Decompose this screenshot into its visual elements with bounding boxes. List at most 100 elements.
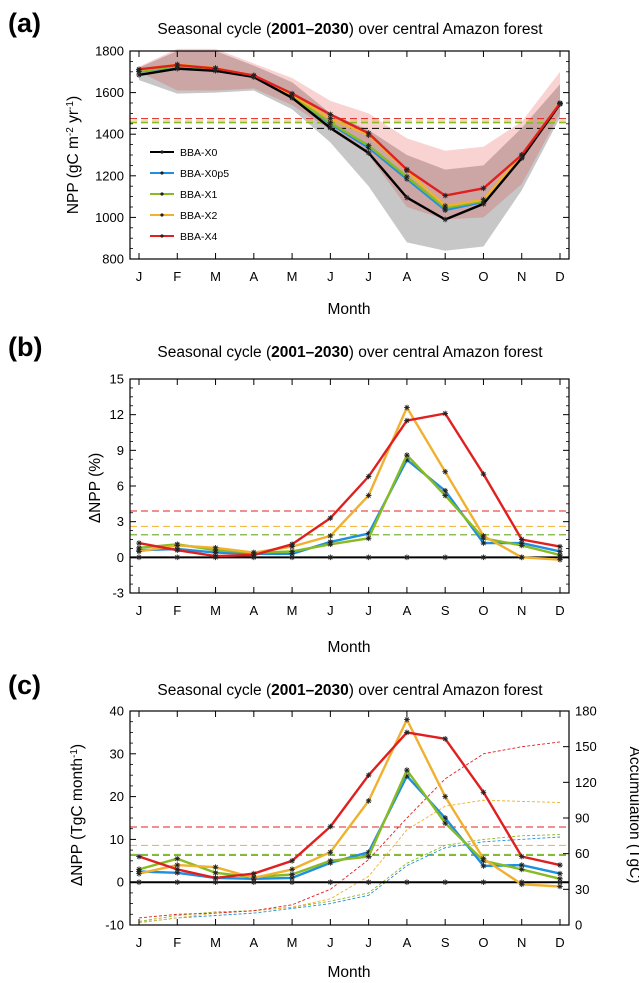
point-bba-x0-8: [442, 879, 448, 885]
panel-a-label: (a): [8, 8, 41, 38]
point-bba-x0-7: [404, 194, 410, 201]
x-tick-label: A: [403, 935, 412, 950]
panel-c-ylabel-right: Accumulation (TgC): [626, 747, 639, 884]
y-tick-label: 800: [102, 252, 124, 267]
point-bba-x4-4: [289, 858, 295, 864]
point-bba-x4-4: [289, 541, 295, 548]
point-bba-x0-5: [327, 554, 334, 561]
series-line-bba-x1: [138, 453, 561, 557]
legend: BBA-X0 BBA-X0p5 BBA-X1 BBA-X2 BBA-X4: [150, 147, 229, 243]
point-bba-x4-4: [289, 90, 295, 97]
point-bba-x2-7: [404, 404, 410, 411]
point-bba-x4-11: [557, 862, 563, 868]
point-bba-x0-8: [442, 216, 448, 223]
band-bba-x0: [139, 51, 560, 251]
point-bba-x0-5: [327, 879, 334, 885]
x-tick-label: A: [403, 603, 412, 618]
x-tick-label: J: [327, 935, 334, 950]
point-bba-x4-7: [404, 729, 410, 736]
point-bba-x4-6: [365, 772, 372, 778]
series-line-bba-x4: [138, 63, 561, 197]
point-bba-x4-10: [518, 853, 525, 860]
x-tick-label: O: [478, 935, 488, 950]
legend-item-bba-x0: BBA-X0: [150, 147, 218, 159]
point-bba-x0-6: [365, 150, 372, 156]
point-bba-x4-9: [480, 471, 487, 477]
point-bba-x0-3: [251, 554, 257, 561]
point-bba-x4-11: [557, 543, 563, 550]
point-bba-x1-10: [518, 542, 525, 549]
y-tick-label: 3: [117, 514, 124, 529]
point-bba-x1-5: [327, 541, 334, 548]
point-bba-x2-0: [136, 870, 142, 877]
point-bba-x2-9: [480, 533, 487, 539]
panel-c: (c) Seasonal cycle (2001–2030) over cent…: [8, 670, 639, 981]
point-bba-x0p5-9: [480, 863, 487, 869]
point-bba-x0p5-8: [442, 487, 448, 494]
point-bba-x4-0: [136, 853, 142, 860]
point-bba-x4-3: [251, 72, 257, 79]
y2-tick-label: 0: [575, 918, 582, 933]
point-bba-x0-9: [480, 201, 487, 207]
y-tick-label: -10: [105, 918, 124, 933]
point-bba-x0-10: [518, 879, 525, 885]
y-tick-label: 10: [110, 832, 124, 847]
point-bba-x4-9: [480, 185, 487, 192]
point-bba-x4-1: [174, 547, 181, 553]
point-bba-x0-11: [557, 879, 563, 885]
plot-frame: [129, 378, 570, 594]
y-tick-label: 1400: [95, 127, 124, 142]
point-bba-x4-7: [404, 166, 410, 173]
x-tick-label: D: [555, 935, 564, 950]
x-tick-label: J: [136, 935, 143, 950]
point-bba-x0-4: [289, 879, 295, 885]
series-line-bba-x4: [138, 412, 561, 558]
point-bba-x0-2: [212, 554, 219, 561]
x-tick-label: A: [249, 603, 258, 618]
x-tick-label: M: [210, 603, 221, 618]
point-bba-x4-6: [365, 473, 372, 480]
plot-frame: [129, 710, 570, 926]
point-bba-x2-2: [212, 545, 219, 551]
point-bba-x1-7: [404, 767, 410, 773]
point-bba-x0-1: [174, 879, 181, 885]
point-bba-x1-7: [404, 174, 410, 180]
series-line-bba-x2: [138, 718, 561, 888]
y-tick-label: 1200: [95, 168, 124, 183]
x-tick-label: J: [327, 269, 334, 284]
x-tick-label: J: [365, 935, 372, 950]
x-tick-label: S: [441, 935, 450, 950]
y-tick-label: 1600: [95, 85, 124, 100]
point-bba-x1-8: [442, 820, 448, 826]
point-bba-x2-8: [442, 203, 448, 209]
x-tick-label: F: [173, 269, 181, 284]
point-bba-x1-6: [365, 142, 372, 149]
x-tick-label: N: [517, 603, 526, 618]
point-bba-x0p5-11: [557, 870, 563, 877]
panel-c-label: (c): [8, 670, 41, 700]
legend-label: BBA-X0: [180, 147, 218, 159]
x-tick-label: J: [365, 269, 372, 284]
panel-c-title: Seasonal cycle (2001–2030) over central …: [157, 682, 543, 699]
point-bba-x0p5-9: [480, 540, 487, 546]
legend-item-bba-x4: BBA-X4: [150, 231, 218, 243]
x-tick-label: J: [365, 603, 372, 618]
y-tick-label: 15: [110, 372, 124, 387]
point-bba-x4-5: [327, 823, 334, 830]
y-tick-label: 9: [117, 443, 124, 458]
point-bba-x4-10: [518, 536, 525, 543]
panel-b-title: Seasonal cycle (2001–2030) over central …: [157, 344, 543, 361]
x-tick-label: F: [173, 935, 181, 950]
y2-tick-label: 90: [575, 811, 589, 826]
x-tick-label: O: [478, 603, 488, 618]
series-line-bba-x0p5: [138, 458, 561, 555]
accumulation-bba-x4: [138, 741, 561, 919]
legend-item-bba-x0p5: BBA-X0p5: [150, 168, 229, 180]
point-bba-x0-0: [136, 879, 142, 885]
point-bba-x0-11: [557, 554, 563, 561]
y2-tick-label: 180: [575, 704, 597, 719]
panel-b-xlabel: Month: [327, 639, 370, 656]
x-tick-label: A: [249, 935, 258, 950]
panel-c-xlabel: Month: [327, 964, 370, 981]
